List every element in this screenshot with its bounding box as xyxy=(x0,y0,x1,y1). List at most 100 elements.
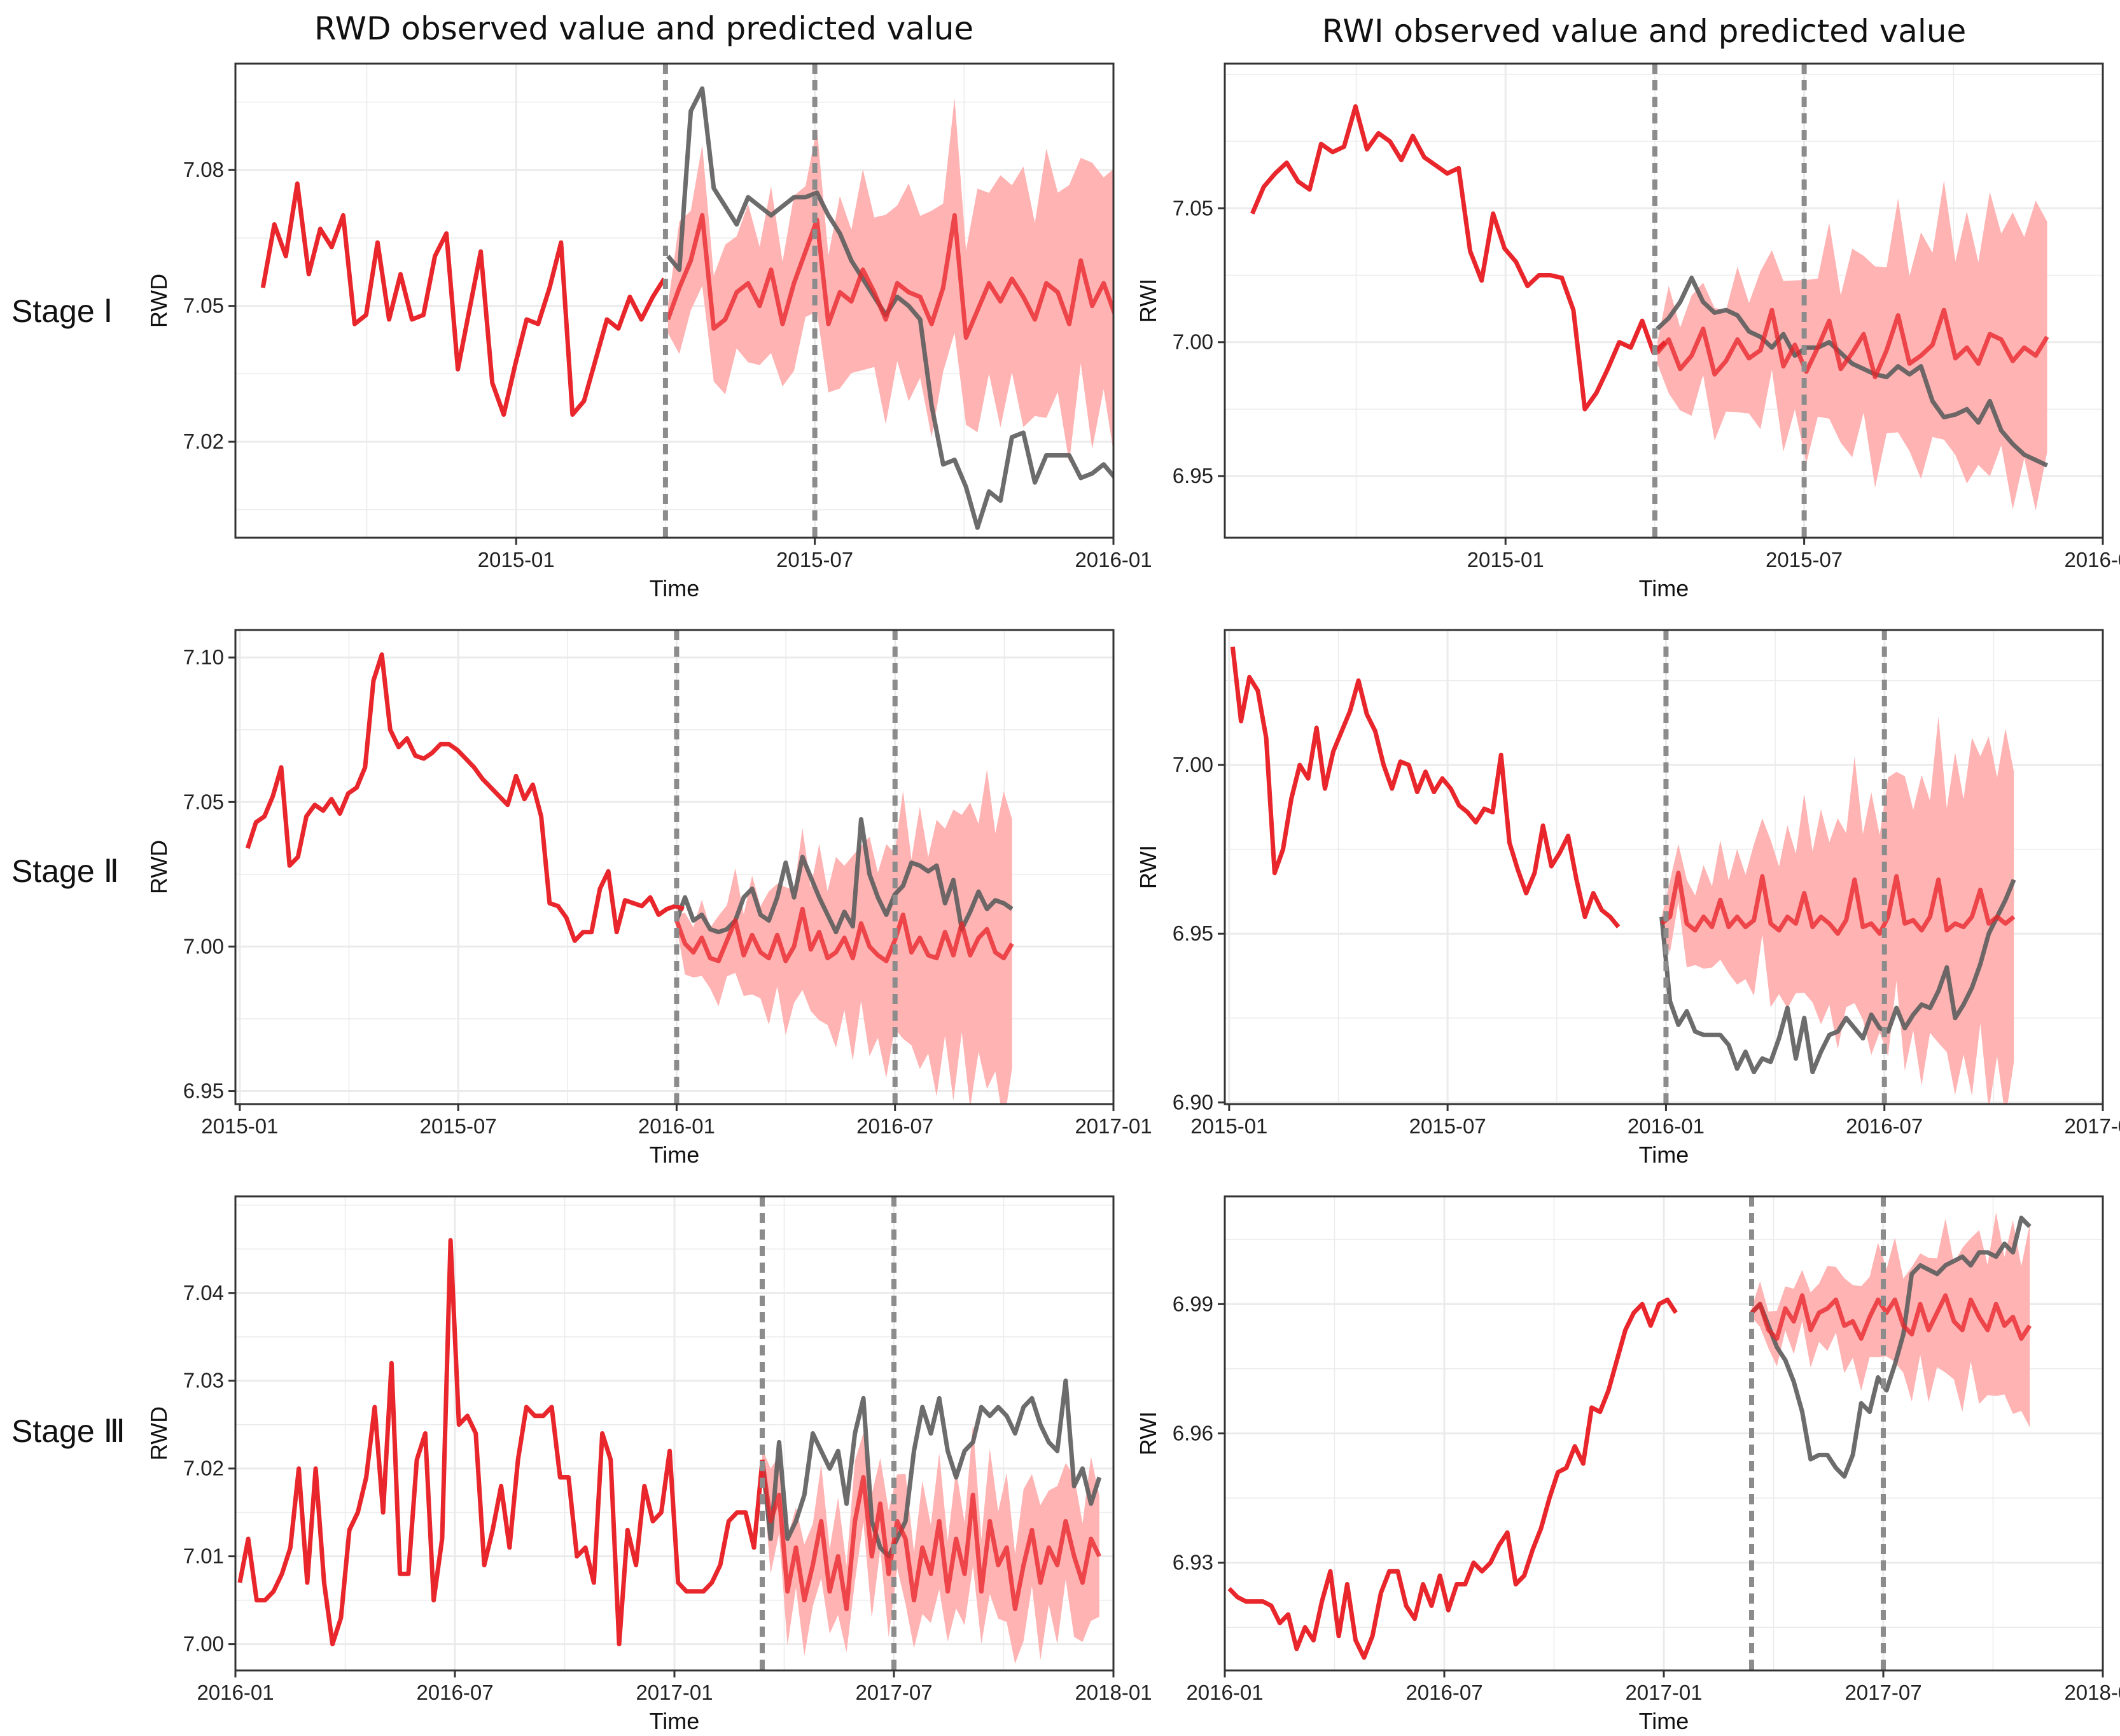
chart-stage1-rwi-ytick-label: 7.00 xyxy=(1173,330,1213,354)
chart-stage2-rwd-prediction-interval xyxy=(676,769,1012,1104)
chart-stage1-rwi-xtick-label: 2016-01 xyxy=(2064,548,2120,571)
chart-stage3-rwi-xtick-label: 2018-01 xyxy=(2064,1681,2120,1704)
chart-stage1-rwd-xtick-label: 2015-07 xyxy=(776,548,853,571)
chart-stage1-rwi-xtick-label: 2015-01 xyxy=(1467,548,1544,571)
chart-stage2-rwi-predicted-line xyxy=(1660,871,2016,936)
chart-stage3-rwd-history-line xyxy=(237,1238,765,1647)
chart-stage2-rwi-xtick-label: 2016-01 xyxy=(1628,1114,1705,1138)
chart-stage3-rwd: 7.00 7.01 7.02 7.03 7.04 2016-01 2016-07 2017-0… xyxy=(146,1195,1152,1734)
chart-stage2-rwd-ytick-label: 7.05 xyxy=(183,790,224,813)
chart-stage1-rwi-history-line xyxy=(1250,104,1667,412)
chart-stage1-rwd-ytick-label: 7.05 xyxy=(183,294,224,318)
chart-stage3-rwi-predicted-line xyxy=(1750,1293,2032,1341)
chart-stage1-rwd-plot-area xyxy=(260,86,1113,530)
chart-stage1-rwd-observed-line xyxy=(666,86,1113,530)
chart-stage2-rwi-xlabel: Time xyxy=(1639,1142,1689,1168)
chart-stage3-rwd-xtick-label: 2017-07 xyxy=(855,1681,932,1704)
chart-stage3-rwi-xtick-label: 2017-07 xyxy=(1845,1681,1921,1704)
chart-stage2-rwi-frame xyxy=(1224,629,2104,1105)
chart-stage3-rwi-observed-line xyxy=(1750,1215,2032,1479)
chart-stage2-rwi: 6.90 6.95 7.00 2015-01 2015-07 2016-01 2016-07… xyxy=(1135,629,2120,1168)
panels: 7.02 7.05 7.08 2015-01 2015-07 2016-01 Time RWD… xyxy=(146,62,2120,1734)
chart-stage2-rwd-xtick-label: 2015-07 xyxy=(420,1114,497,1138)
chart-stage3-rwi-plot-area xyxy=(1227,1212,2032,1660)
chart-stage1-rwi: 6.95 7.00 7.05 2015-01 2015-07 2016-01 Time RWI xyxy=(1135,62,2120,601)
chart-stage2-rwd-ytick-label: 6.95 xyxy=(183,1079,224,1103)
chart-stage3-rwi-xtick-label: 2017-01 xyxy=(1625,1681,1702,1704)
chart-stage2-rwd-frame xyxy=(234,629,1115,1105)
chart-stage3-rwd-ytick-label: 7.03 xyxy=(183,1369,224,1392)
chart-stage3-rwi-history-line xyxy=(1227,1298,1678,1660)
chart-stage3-rwd-predicted-line xyxy=(760,1459,1102,1611)
chart-stage2-rwi-ytick-label: 6.90 xyxy=(1173,1090,1213,1114)
chart-stage3-rwi: 6.93 6.96 6.99 2016-01 2016-07 2017-01 2017-07… xyxy=(1135,1195,2120,1734)
chart-stage1-rwd-frame xyxy=(234,62,1115,539)
chart-stage2-rwi-plot-area xyxy=(1230,647,2016,1104)
chart-stage2-rwd-xtick-label: 2016-01 xyxy=(638,1114,715,1138)
chart-stage2-rwi-ylabel: RWI xyxy=(1135,845,1161,889)
chart-stage1-rwd-ytick-label: 7.08 xyxy=(183,158,224,181)
chart-stage2-rwd-xtick-label: 2017-01 xyxy=(1075,1114,1152,1138)
chart-stage2-rwd-plot-area xyxy=(245,652,1014,1104)
chart-stage2-rwi-ytick-label: 7.00 xyxy=(1173,753,1213,776)
chart-stage3-rwd-xtick-label: 2016-07 xyxy=(416,1681,493,1704)
chart-stage2-rwi-xtick-label: 2015-01 xyxy=(1190,1114,1267,1138)
chart-stage1-rwi-predicted-line xyxy=(1656,307,2049,379)
chart-stage2-rwd-ylabel: RWD xyxy=(146,840,172,894)
chart-stage1-rwd-xlabel: Time xyxy=(650,575,700,601)
chart-stage1-rwd-xtick-label: 2016-01 xyxy=(1075,548,1152,571)
chart-stage1-rwi-prediction-interval xyxy=(1657,180,2047,511)
chart-stage3-rwd-ytick-label: 7.00 xyxy=(183,1632,224,1656)
chart-stage1-rwi-plot-area xyxy=(1250,104,2049,511)
chart-stage1-rwd-prediction-interval xyxy=(667,97,1113,463)
chart-stage3-rwd-ytick-label: 7.01 xyxy=(183,1544,224,1568)
chart-stage3-rwd-xtick-label: 2018-01 xyxy=(1075,1681,1152,1704)
chart-stage3-rwd-xtick-label: 2016-01 xyxy=(197,1681,274,1704)
chart-stage1-rwi-xlabel: Time xyxy=(1639,575,1689,601)
chart-stage1-rwd-xtick-label: 2015-01 xyxy=(478,548,555,571)
chart-stage2-rwi-xtick-label: 2017-01 xyxy=(2064,1114,2120,1138)
chart-stage2-rwi-xtick-label: 2015-07 xyxy=(1409,1114,1486,1138)
chart-stage3-rwi-ytick-label: 6.99 xyxy=(1173,1292,1213,1315)
chart-stage1-rwi-frame xyxy=(1224,62,2104,539)
chart-stage3-rwd-xlabel: Time xyxy=(650,1708,700,1734)
chart-stage1-rwd-ytick-label: 7.02 xyxy=(183,430,224,453)
chart-stage2-rwd: 6.95 7.00 7.05 7.10 2015-01 2015-07 2016-01 201… xyxy=(146,629,1152,1168)
chart-stage2-rwd-predicted-line xyxy=(674,906,1014,963)
chart-stage3-rwd-prediction-interval xyxy=(762,1424,1099,1664)
chart-stage3-rwi-xlabel: Time xyxy=(1639,1708,1689,1734)
chart-stage2-rwd-ytick-label: 7.10 xyxy=(183,645,224,669)
chart-stage3-rwd-ytick-label: 7.04 xyxy=(183,1281,224,1305)
chart-stage1-rwi-ytick-label: 6.95 xyxy=(1173,464,1213,487)
row-label-stage2: Stage Ⅱ xyxy=(11,853,119,889)
chart-stage3-rwi-xtick-label: 2016-07 xyxy=(1405,1681,1482,1704)
chart-stage1-rwd: 7.02 7.05 7.08 2015-01 2015-07 2016-01 Time RWD xyxy=(146,62,1152,601)
chart-stage3-rwd-ytick-label: 7.02 xyxy=(183,1457,224,1480)
chart-stage1-rwi-ytick-label: 7.05 xyxy=(1173,196,1213,220)
chart-stage1-rwi-xtick-label: 2015-07 xyxy=(1766,548,1843,571)
chart-stage3-rwd-xtick-label: 2017-01 xyxy=(636,1681,713,1704)
chart-stage3-rwi-ytick-label: 6.96 xyxy=(1173,1422,1213,1445)
column-title-rwi: RWI observed value and predicted value xyxy=(1322,13,1967,50)
chart-stage3-rwi-xtick-label: 2016-01 xyxy=(1186,1681,1263,1704)
chart-stage2-rwd-xtick-label: 2016-07 xyxy=(856,1114,933,1138)
chart-stage2-rwd-ytick-label: 7.00 xyxy=(183,934,224,958)
chart-stage2-rwi-ytick-label: 6.95 xyxy=(1173,921,1213,945)
chart-stage1-rwd-predicted-line xyxy=(666,213,1113,340)
chart-stage2-rwi-history-line xyxy=(1230,647,1621,928)
chart-stage2-rwd-xlabel: Time xyxy=(650,1142,700,1168)
chart-stage3-rwd-ylabel: RWD xyxy=(146,1406,172,1460)
chart-stage2-rwd-xtick-label: 2015-01 xyxy=(201,1114,278,1138)
row-label-stage3: Stage Ⅲ xyxy=(11,1413,125,1449)
chart-stage1-rwi-observed-line xyxy=(1656,276,2048,468)
chart-stage1-rwd-ylabel: RWD xyxy=(146,274,172,328)
chart-stage3-rwi-prediction-interval xyxy=(1752,1212,2030,1427)
row-label-stage1: Stage Ⅰ xyxy=(11,293,113,329)
chart-stage2-rwd-history-line xyxy=(245,652,685,943)
chart-stage1-rwd-history-line xyxy=(260,181,666,417)
chart-stage2-rwi-observed-line xyxy=(1659,879,2016,1075)
chart-stage1-rwi-ylabel: RWI xyxy=(1135,279,1161,323)
column-title-rwd: RWD observed value and predicted value xyxy=(314,10,973,47)
chart-stage3-rwd-plot-area xyxy=(237,1238,1102,1664)
